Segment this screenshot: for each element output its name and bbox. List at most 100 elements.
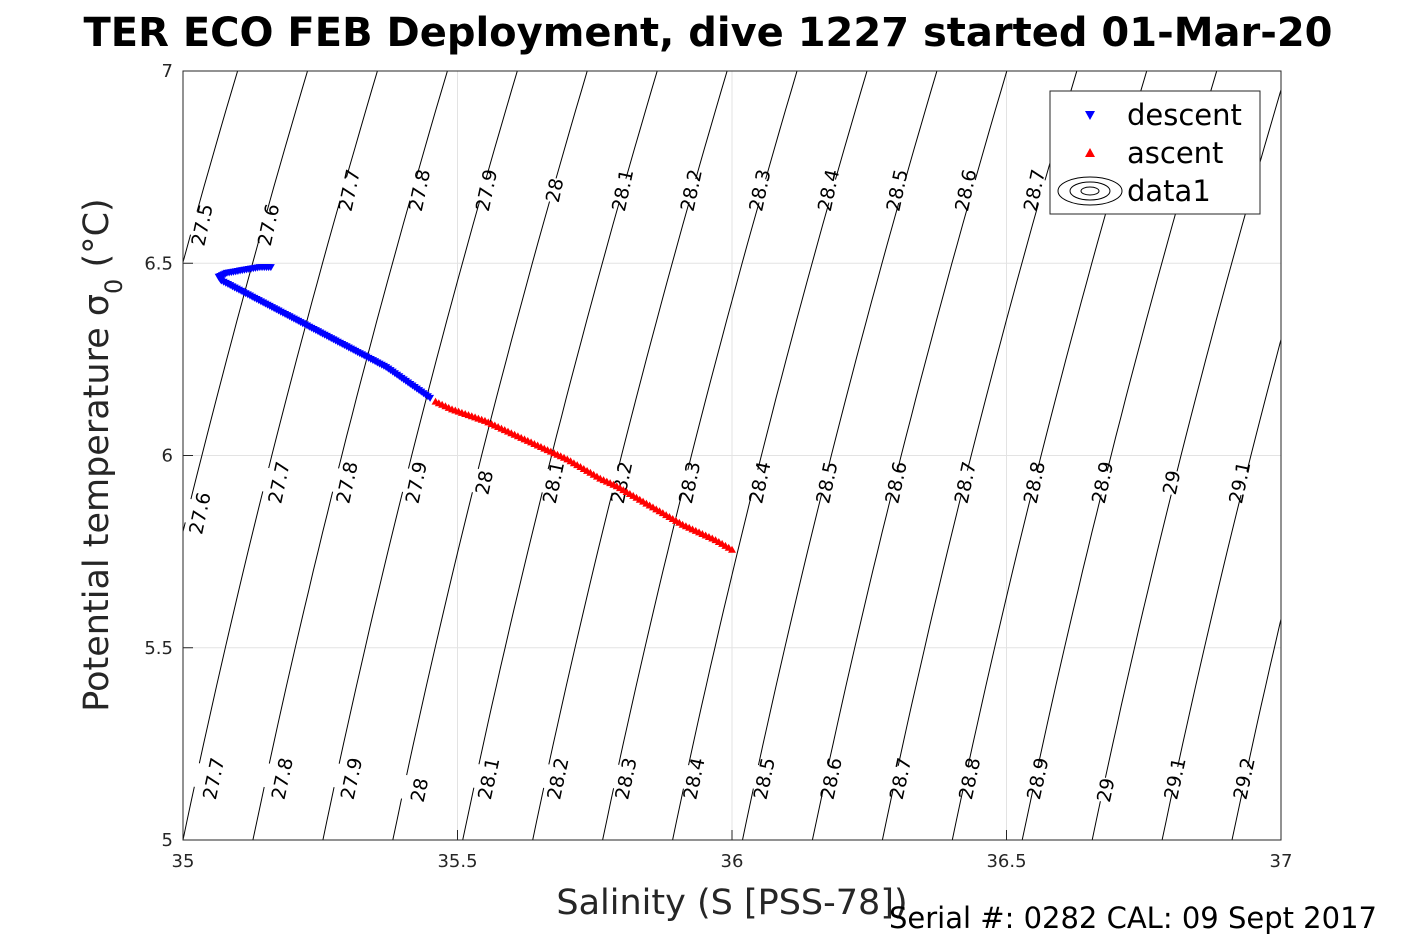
contour-label: 28.7 bbox=[1020, 167, 1050, 213]
contour-label: 27.9 bbox=[337, 756, 367, 802]
y-axis-label-unit: (°C) bbox=[77, 198, 117, 278]
contour-label: 29 bbox=[1093, 776, 1120, 804]
contour-label: 28.1 bbox=[474, 756, 504, 802]
descent-point bbox=[426, 394, 435, 402]
isopycnal-line bbox=[183, 71, 239, 265]
contour-label: 28.7 bbox=[951, 460, 981, 506]
x-tick-label: 35.5 bbox=[437, 851, 477, 872]
contour-label: 27.5 bbox=[187, 202, 217, 248]
contour-label: 28.1 bbox=[608, 167, 638, 213]
contour-label-bg bbox=[870, 173, 923, 207]
contour-label: 28.4 bbox=[679, 756, 709, 802]
contour-label: 28 bbox=[472, 469, 499, 497]
contour-label-bg bbox=[599, 761, 652, 796]
contour-label: 28.5 bbox=[750, 756, 780, 802]
contour-label-bg bbox=[1076, 465, 1128, 500]
axis-ticks: 35 35.5 36 36.5 37 5 5.5 6 6.5 7 bbox=[144, 61, 1292, 872]
contour-label-bg bbox=[187, 761, 240, 796]
contour-label-bg bbox=[1213, 465, 1266, 500]
y-tick-label: 6.5 bbox=[144, 253, 173, 274]
contour-label: 27.6 bbox=[254, 202, 284, 248]
contour-label-bg bbox=[1011, 761, 1064, 796]
contour-label-bg bbox=[393, 773, 446, 807]
legend-descent-marker bbox=[1085, 111, 1095, 120]
contour-label-bg bbox=[943, 761, 996, 796]
contour-label: 28.8 bbox=[1020, 460, 1050, 506]
contour-label-bg bbox=[325, 761, 377, 796]
contour-label: 28.9 bbox=[1023, 756, 1053, 802]
contour-label-bg bbox=[664, 173, 717, 207]
contour-label-bg bbox=[1145, 465, 1198, 500]
contour-label-bg bbox=[737, 761, 790, 796]
contour-label: 28 bbox=[407, 776, 434, 804]
contour-label-bg bbox=[938, 465, 991, 500]
contour-label: 27.7 bbox=[199, 756, 229, 802]
contour-label: 29.1 bbox=[1225, 460, 1255, 506]
y-tick-label: 5.5 bbox=[144, 638, 173, 659]
legend-ascent-marker bbox=[1085, 148, 1095, 157]
contour-label: 27.8 bbox=[332, 460, 362, 506]
x-tick-label: 37 bbox=[1270, 851, 1293, 872]
isopycnal-line bbox=[183, 71, 308, 534]
contour-label-bg bbox=[869, 465, 922, 500]
contour-label: 28.1 bbox=[539, 460, 569, 506]
legend-ascent-label: ascent bbox=[1127, 136, 1223, 170]
contour-label-bg bbox=[531, 761, 584, 796]
contour-label: 28 bbox=[542, 176, 569, 204]
contour-label-bg bbox=[733, 173, 786, 207]
y-tick-label: 5 bbox=[162, 830, 173, 851]
contour-label-bg bbox=[460, 173, 513, 207]
contour-label: 28.8 bbox=[955, 756, 985, 802]
contour-label: 28.6 bbox=[817, 756, 847, 802]
contour-label: 29.1 bbox=[1160, 756, 1190, 802]
y-tick-label: 7 bbox=[162, 61, 173, 82]
contour-label-bg bbox=[320, 465, 373, 500]
y-axis-label-sigma: σ bbox=[77, 294, 117, 316]
x-tick-label: 36.5 bbox=[986, 851, 1026, 872]
contour-label: 29.2 bbox=[1229, 756, 1259, 802]
contour-label-bg bbox=[804, 761, 857, 796]
contour-label: 28.5 bbox=[812, 460, 842, 506]
contour-label-bg bbox=[457, 465, 510, 500]
x-axis-label: Salinity (S [PSS-78]) bbox=[556, 883, 907, 923]
x-tick-label: 35 bbox=[172, 851, 195, 872]
contour-label: 28.6 bbox=[951, 167, 981, 213]
contour-label: 28.2 bbox=[677, 167, 707, 213]
contour-label: 28.2 bbox=[543, 756, 573, 802]
contour-label-bg bbox=[1007, 465, 1060, 500]
contour-label: 28.3 bbox=[675, 460, 705, 506]
contour-label-bg bbox=[393, 173, 446, 207]
contour-label-bg bbox=[802, 173, 855, 207]
contour-label: 27.8 bbox=[268, 756, 298, 802]
contour-label: 28.4 bbox=[745, 460, 775, 506]
contour-label: 27.9 bbox=[472, 167, 502, 213]
contour-label-bg bbox=[595, 465, 648, 500]
isopycnal-line bbox=[1231, 616, 1281, 840]
contour-label: 28.6 bbox=[881, 460, 911, 506]
data-markers bbox=[214, 264, 736, 553]
isopycnal-line bbox=[1161, 337, 1281, 840]
contour-label-bg bbox=[242, 208, 295, 242]
contour-label-bg bbox=[252, 465, 305, 500]
contour-label-bg bbox=[939, 173, 992, 207]
contour-label: 28.4 bbox=[814, 167, 844, 213]
legend-contour-icon bbox=[1057, 176, 1123, 206]
contour-label-bg bbox=[1217, 761, 1270, 796]
contour-label-bg bbox=[173, 496, 226, 530]
contour-label: 28.5 bbox=[883, 167, 913, 213]
contour-label-bg bbox=[255, 761, 308, 796]
y-tick-label: 6 bbox=[162, 446, 173, 467]
contour-label-bg bbox=[874, 761, 926, 796]
y-axis-label-subscript: 0 bbox=[100, 279, 128, 294]
contour-label-bg bbox=[800, 465, 853, 500]
y-axis-label-main: Potential temperature bbox=[77, 316, 117, 712]
contour-label-bg bbox=[733, 465, 786, 500]
y-axis-label: Potential temperature σ0 (°C) bbox=[77, 198, 128, 711]
contour-label: 27.7 bbox=[335, 167, 365, 213]
contour-label-bg bbox=[663, 465, 716, 500]
contour-label: 27.8 bbox=[405, 167, 435, 213]
chart-title: TER ECO FEB Deployment, dive 1227 starte… bbox=[83, 10, 1332, 56]
contour-label: 28.9 bbox=[1088, 460, 1118, 506]
contour-label: 28.3 bbox=[611, 756, 641, 802]
